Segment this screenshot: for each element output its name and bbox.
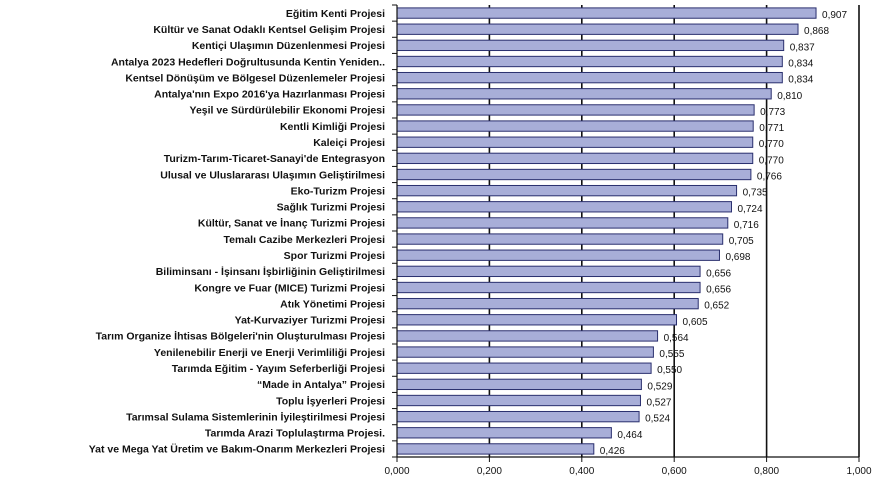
value-label: 0,770 xyxy=(759,139,784,150)
bar xyxy=(396,281,701,294)
category-label: Kültür, Sanat ve İnanç Turizmi Projesi xyxy=(198,217,385,230)
value-label: 0,716 xyxy=(734,220,759,231)
category-label: “Made in Antalya” Projesi xyxy=(257,379,385,391)
value-label: 0,773 xyxy=(760,107,785,118)
value-label: 0,652 xyxy=(704,301,729,312)
value-label: 0,656 xyxy=(706,268,731,279)
category-label: Kültür ve Sanat Odaklı Kentsel Gelişim P… xyxy=(153,24,385,36)
value-label: 0,656 xyxy=(706,285,731,296)
category-label: Yeşil ve Sürdürülebilir Ekonomi Projesi xyxy=(190,105,386,117)
value-label: 0,529 xyxy=(647,381,672,392)
value-label: 0,605 xyxy=(683,317,708,328)
x-tick-label: 0,400 xyxy=(569,466,594,477)
category-label: Tarımda Eğitim - Yayım Seferberliği Proj… xyxy=(172,363,385,375)
bar xyxy=(396,184,738,197)
bar xyxy=(396,346,654,358)
category-label: Kentiçi Ulaşımın Düzenlenmesi Projesi xyxy=(192,40,385,52)
category-label: Turizm-Tarım-Ticaret-Sanayi'de Entegrasy… xyxy=(164,153,385,165)
bar xyxy=(396,7,817,19)
bar xyxy=(396,265,701,278)
category-label: Yat-Kurvaziyer Turizmi Projesi xyxy=(235,315,385,327)
bar xyxy=(396,330,659,342)
value-label: 0,735 xyxy=(743,188,768,199)
category-label: Temalı Cazibe Merkezleri Projesi xyxy=(224,234,386,246)
x-tick-label: 0,600 xyxy=(662,466,687,477)
category-label: Kaleiçi Projesi xyxy=(313,137,385,149)
value-label: 0,766 xyxy=(757,172,782,183)
bar xyxy=(396,168,752,181)
category-label: Sağlık Turizmi Projesi xyxy=(277,202,385,214)
value-label: 0,834 xyxy=(788,75,813,86)
category-label: Tarımda Arazi Toplulaştırma Projesi. xyxy=(205,428,385,440)
value-label: 0,426 xyxy=(600,446,625,457)
category-label: Tarım Organize İhtisas Bölgeleri'nin Olu… xyxy=(96,330,385,343)
bar xyxy=(396,217,729,229)
bar xyxy=(396,378,642,391)
bar xyxy=(396,297,699,310)
bar xyxy=(396,39,785,52)
bar xyxy=(396,152,754,165)
bar xyxy=(396,88,772,100)
bar xyxy=(396,362,652,374)
category-label: Eko-Turizm Projesi xyxy=(291,185,385,197)
x-tick-label: 0,200 xyxy=(477,466,502,477)
category-label: Eğitim Kenti Projesi xyxy=(286,8,385,20)
bar xyxy=(396,104,755,116)
bar xyxy=(396,23,799,35)
value-label: 0,464 xyxy=(617,430,642,441)
value-label: 0,907 xyxy=(822,10,847,21)
bar xyxy=(396,201,732,213)
axes xyxy=(392,4,860,462)
x-tick-label: 0,000 xyxy=(384,466,409,477)
value-label: 0,524 xyxy=(645,414,670,425)
labels: Eğitim Kenti Projesi 0,907 Kültür ve Sanat… xyxy=(89,8,872,477)
category-label: Spor Turizmi Projesi xyxy=(284,250,385,262)
value-label: 0,550 xyxy=(657,365,682,376)
bar xyxy=(396,443,595,455)
value-label: 0,770 xyxy=(759,155,784,166)
category-label: Yat ve Mega Yat Üretim ve Bakım-Onarım M… xyxy=(89,443,385,456)
category-label: Kongre ve Fuar (MICE) Turizmi Projesi xyxy=(194,282,385,294)
category-label: Kentsel Dönüşüm ve Bölgesel Düzenlemeler… xyxy=(125,72,385,84)
value-label: 0,564 xyxy=(664,333,689,344)
value-label: 0,771 xyxy=(759,123,784,134)
value-label: 0,527 xyxy=(646,398,671,409)
value-label: 0,810 xyxy=(777,91,802,102)
category-label: Tarımsal Sulama Sistemlerinin İyileştiri… xyxy=(126,410,385,423)
bar xyxy=(396,71,783,84)
bar xyxy=(396,249,720,261)
category-label: Antalya 2023 Hedefleri Doğrultusunda Ken… xyxy=(111,56,385,68)
bar xyxy=(396,233,724,245)
bar xyxy=(396,55,783,68)
x-tick-label: 1,000 xyxy=(846,466,871,477)
x-tick-label: 0,800 xyxy=(754,466,779,477)
bar xyxy=(396,120,754,132)
category-label: Atık Yönetimi Projesi xyxy=(280,298,385,310)
value-label: 0,834 xyxy=(788,59,813,70)
value-label: 0,868 xyxy=(804,26,829,37)
category-label: Toplu İşyerleri Projesi xyxy=(276,394,385,407)
category-label: Biliminsanı - İşinsanı İşbirliğinin Geli… xyxy=(156,265,385,278)
bars xyxy=(396,7,817,455)
value-label: 0,555 xyxy=(659,349,684,360)
value-label: 0,724 xyxy=(737,204,762,215)
value-label: 0,698 xyxy=(725,252,750,263)
category-label: Yenilenebilir Enerji ve Enerji Verimlili… xyxy=(154,347,385,359)
bar xyxy=(396,410,640,423)
bar xyxy=(396,394,641,407)
bar xyxy=(396,136,754,148)
value-label: 0,837 xyxy=(790,42,815,53)
value-label: 0,705 xyxy=(729,236,754,247)
bar xyxy=(396,314,678,326)
category-label: Kentli Kimliği Projesi xyxy=(280,121,385,133)
category-label: Ulusal ve Uluslararası Ulaşımın Geliştir… xyxy=(160,169,385,181)
category-label: Antalya'nın Expo 2016'ya Hazırlanması Pr… xyxy=(154,89,385,101)
bar xyxy=(396,427,612,439)
